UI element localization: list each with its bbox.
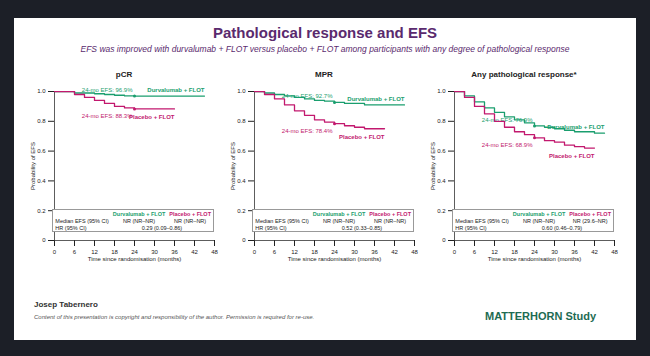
svg-text:0.8: 0.8 xyxy=(37,118,46,124)
html-text:Median EFS (95% CI): Median EFS (95% CI) xyxy=(455,217,509,224)
svg-text:0.2: 0.2 xyxy=(37,208,46,214)
html-text:Median EFS (95% CI): Median EFS (95% CI) xyxy=(255,217,309,224)
html-text:NR (29.6–NR): NR (29.6–NR) xyxy=(572,217,608,224)
html-text:NR (NR–NR): NR (NR–NR) xyxy=(123,217,156,224)
svg-text:Placebo + FLOT: Placebo + FLOT xyxy=(339,134,385,140)
svg-text:Time since randomisation (mont: Time since randomisation (months) xyxy=(88,256,181,262)
html-text:Durvalumab + FLOT: Durvalumab + FLOT xyxy=(312,210,366,217)
html-text:HR (95% CI): HR (95% CI) xyxy=(55,224,87,231)
svg-text:12: 12 xyxy=(91,249,98,255)
html-text:Pathological response and EFS: Pathological response and EFS xyxy=(212,24,438,41)
svg-text:18: 18 xyxy=(111,249,118,255)
svg-text:36: 36 xyxy=(371,249,378,255)
html-text:NR (NR–NR): NR (NR–NR) xyxy=(174,217,207,224)
svg-text:30: 30 xyxy=(351,249,358,255)
svg-text:0: 0 xyxy=(442,237,446,243)
svg-text:0: 0 xyxy=(53,249,57,255)
svg-text:36: 36 xyxy=(571,249,578,255)
svg-text:24: 24 xyxy=(131,249,138,255)
html-text:MATTERHORN Study: MATTERHORN Study xyxy=(485,310,596,322)
svg-text:24-mo EFS: 68.9%: 24-mo EFS: 68.9% xyxy=(482,142,533,148)
svg-text:6: 6 xyxy=(473,249,477,255)
html-text:Placebo + FLOT: Placebo + FLOT xyxy=(569,210,611,217)
svg-text:42: 42 xyxy=(591,249,598,255)
svg-text:1.0: 1.0 xyxy=(37,88,46,94)
svg-text:30: 30 xyxy=(551,249,558,255)
svg-text:Probability of EFS: Probability of EFS xyxy=(430,142,436,190)
svg-text:12: 12 xyxy=(291,249,298,255)
svg-text:Durvalumab + FLOT: Durvalumab + FLOT xyxy=(347,96,405,102)
svg-text:Time since randomisation (mont: Time since randomisation (months) xyxy=(488,256,581,262)
svg-text:42: 42 xyxy=(191,249,198,255)
html-text:0.52 (0.33–0.85): 0.52 (0.33–0.85) xyxy=(341,224,383,231)
svg-text:36: 36 xyxy=(171,249,178,255)
html-text:NR (NR–NR): NR (NR–NR) xyxy=(523,217,556,224)
html-text:Josep Tabernero: Josep Tabernero xyxy=(34,300,98,309)
html-text:Placebo + FLOT: Placebo + FLOT xyxy=(169,210,211,217)
html-text:Content of this presentation i: Content of this presentation is copyrigh… xyxy=(34,314,315,320)
html-text:EFS was improved with durvalum: EFS was improved with durvalumab + FLOT … xyxy=(80,44,570,54)
html-text:Durvalumab + FLOT: Durvalumab + FLOT xyxy=(512,210,566,217)
svg-text:42: 42 xyxy=(391,249,398,255)
svg-text:0.8: 0.8 xyxy=(437,118,446,124)
html-text:Durvalumab + FLOT: Durvalumab + FLOT xyxy=(112,210,166,217)
svg-text:18: 18 xyxy=(311,249,318,255)
html-text:pCR: pCR xyxy=(115,70,133,79)
svg-text:24-mo EFS: 76.9%: 24-mo EFS: 76.9% xyxy=(482,117,533,123)
svg-text:0: 0 xyxy=(42,237,46,243)
html-text:Any pathological response*: Any pathological response* xyxy=(471,70,577,79)
svg-text:0.6: 0.6 xyxy=(437,148,446,154)
svg-text:24-mo EFS: 78.4%: 24-mo EFS: 78.4% xyxy=(282,128,333,134)
svg-text:6: 6 xyxy=(273,249,277,255)
svg-text:6: 6 xyxy=(73,249,77,255)
svg-text:1.0: 1.0 xyxy=(437,88,446,94)
svg-text:Placebo + FLOT: Placebo + FLOT xyxy=(549,153,595,159)
svg-text:Probability of EFS: Probability of EFS xyxy=(230,142,236,190)
svg-text:0.8: 0.8 xyxy=(237,118,246,124)
svg-text:Time since randomisation (mont: Time since randomisation (months) xyxy=(288,256,381,262)
svg-text:0: 0 xyxy=(253,249,257,255)
svg-text:48: 48 xyxy=(211,249,218,255)
svg-text:1.0: 1.0 xyxy=(237,88,246,94)
svg-text:48: 48 xyxy=(411,249,418,255)
svg-text:24: 24 xyxy=(331,249,338,255)
svg-text:0.4: 0.4 xyxy=(237,178,246,184)
svg-text:24-mo EFS: 92.7%: 24-mo EFS: 92.7% xyxy=(282,93,333,99)
svg-text:Durvalumab + FLOT: Durvalumab + FLOT xyxy=(147,87,205,93)
svg-text:0.6: 0.6 xyxy=(37,148,46,154)
html-text:MPR: MPR xyxy=(315,70,333,79)
svg-text:24-mo EFS: 88.3%: 24-mo EFS: 88.3% xyxy=(82,113,133,119)
svg-text:24: 24 xyxy=(531,249,538,255)
svg-text:0.4: 0.4 xyxy=(437,178,446,184)
svg-text:48: 48 xyxy=(611,249,618,255)
html-text:Placebo + FLOT: Placebo + FLOT xyxy=(369,210,411,217)
svg-text:0.6: 0.6 xyxy=(237,148,246,154)
svg-text:0: 0 xyxy=(453,249,457,255)
svg-text:24-mo EFS: 96.9%: 24-mo EFS: 96.9% xyxy=(82,87,133,93)
html-text:0.29 (0.09–0.86): 0.29 (0.09–0.86) xyxy=(141,224,183,231)
svg-text:12: 12 xyxy=(491,249,498,255)
html-text:HR (95% CI): HR (95% CI) xyxy=(255,224,287,231)
svg-text:Placebo + FLOT: Placebo + FLOT xyxy=(129,114,175,120)
svg-text:0.2: 0.2 xyxy=(237,208,246,214)
html-text:NR (NR–NR): NR (NR–NR) xyxy=(374,217,407,224)
svg-text:18: 18 xyxy=(511,249,518,255)
html-text:0.60 (0.46–0.79): 0.60 (0.46–0.79) xyxy=(541,224,583,231)
html-text:NR (NR–NR): NR (NR–NR) xyxy=(323,217,356,224)
svg-text:0.4: 0.4 xyxy=(37,178,46,184)
svg-text:0: 0 xyxy=(242,237,246,243)
svg-text:30: 30 xyxy=(151,249,158,255)
html-text:HR (95% CI): HR (95% CI) xyxy=(455,224,487,231)
svg-text:0.2: 0.2 xyxy=(437,208,446,214)
html-text:Median EFS (95% CI): Median EFS (95% CI) xyxy=(55,217,109,224)
svg-text:Probability of EFS: Probability of EFS xyxy=(30,142,36,190)
svg-text:Durvalumab + FLOT: Durvalumab + FLOT xyxy=(547,124,605,130)
